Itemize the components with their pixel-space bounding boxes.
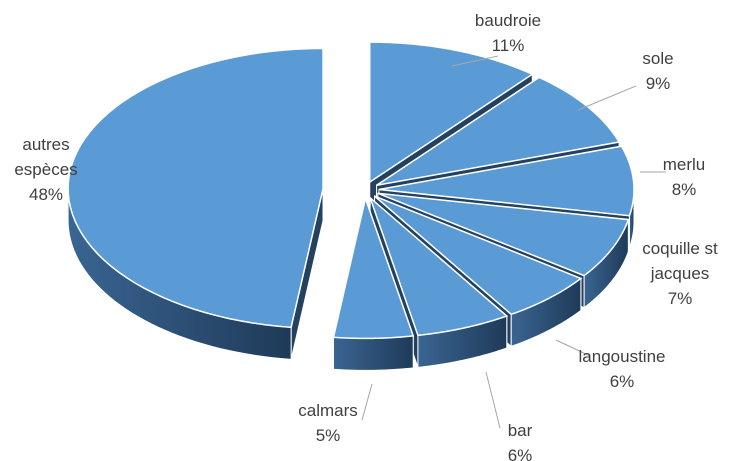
- category-label: langoustine: [578, 347, 666, 366]
- category-label: coquille st jacques: [642, 239, 718, 283]
- category-label: sole: [642, 49, 674, 68]
- data-label: baudroie 11%: [453, 8, 563, 58]
- value-label: 11%: [491, 36, 525, 55]
- slice-top: [374, 195, 583, 316]
- data-label: sole 9%: [618, 46, 698, 96]
- data-label: calmars 5%: [283, 398, 373, 448]
- category-label: calmars: [298, 401, 358, 420]
- leader-line: [577, 85, 637, 111]
- slice: [67, 47, 324, 360]
- category-label: merlu: [662, 155, 706, 174]
- value-label: 6%: [507, 446, 533, 461]
- data-label: bar 6%: [490, 418, 550, 461]
- value-label: 8%: [671, 180, 697, 199]
- value-label: 48%: [28, 185, 64, 204]
- slice-top: [368, 195, 509, 337]
- slice-top: [377, 192, 630, 277]
- category-label: autres espèces: [14, 135, 78, 179]
- slice-side: [332, 335, 414, 371]
- slice-top: [67, 47, 324, 329]
- value-label: 7%: [667, 289, 693, 308]
- leader-line: [451, 55, 499, 67]
- slice: [332, 195, 415, 371]
- slice-top: [368, 41, 534, 184]
- data-label: merlu 8%: [644, 152, 724, 202]
- data-label: langoustine 6%: [567, 344, 677, 394]
- data-label: coquille st jacques 7%: [630, 236, 730, 311]
- value-label: 5%: [315, 426, 341, 445]
- leader-line: [361, 383, 373, 421]
- category-label: bar: [507, 421, 533, 440]
- leader-line: [555, 339, 591, 357]
- leader-line: [485, 371, 501, 429]
- value-label: 9%: [645, 74, 671, 93]
- slice-top: [332, 195, 415, 340]
- category-label: baudroie: [474, 11, 542, 30]
- slice-top: [378, 145, 635, 217]
- value-label: 6%: [609, 372, 635, 391]
- data-label: autres espèces 48%: [1, 132, 91, 207]
